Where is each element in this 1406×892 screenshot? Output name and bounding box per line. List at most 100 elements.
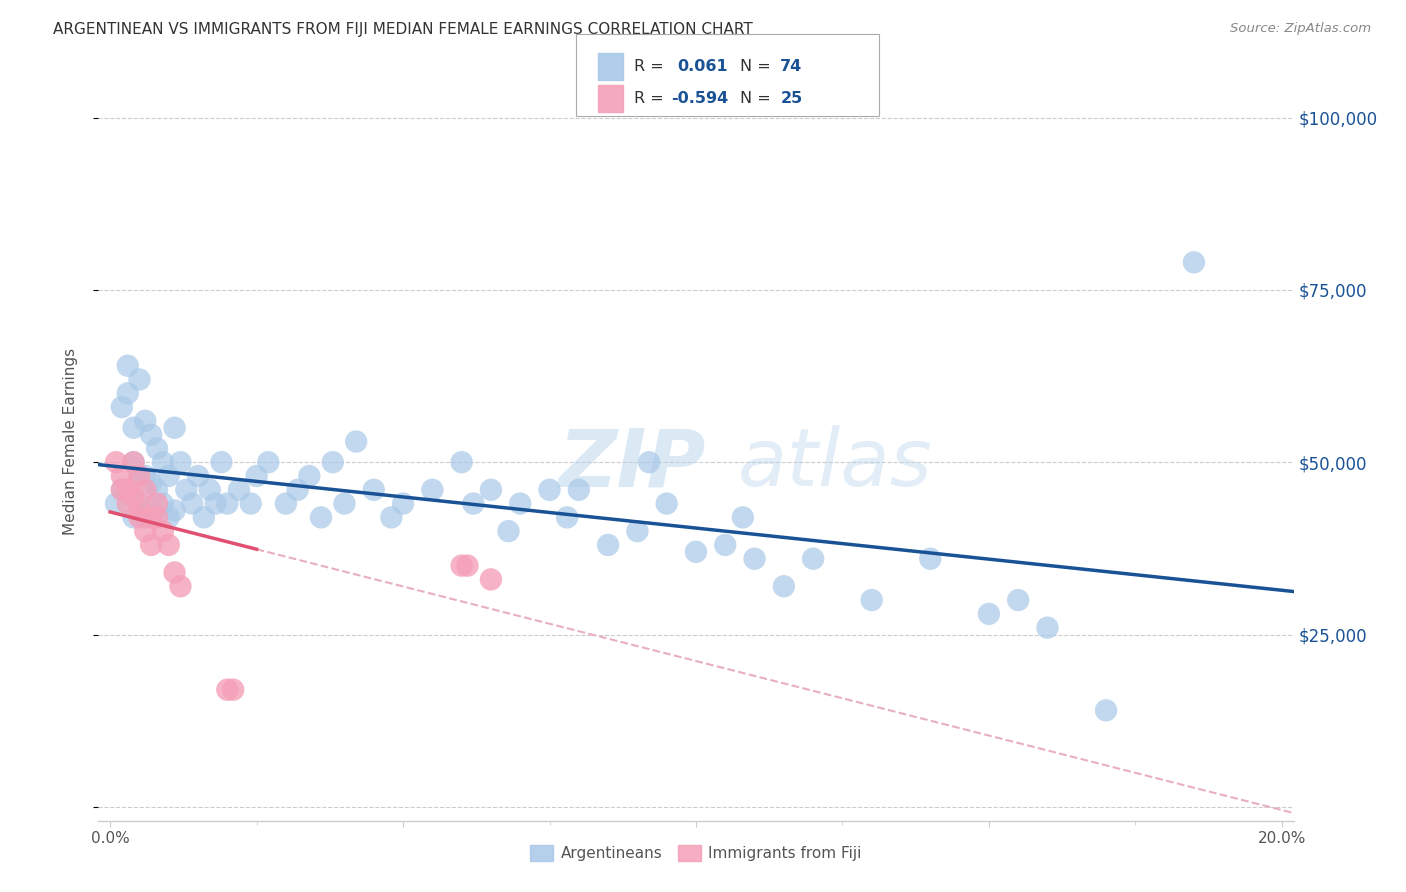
Point: [363, 483, 385, 497]
Point: [157, 469, 180, 483]
Text: R =: R =: [634, 59, 669, 74]
Point: [655, 497, 678, 511]
Point: [538, 483, 561, 497]
Point: [274, 497, 297, 511]
Point: [187, 469, 209, 483]
Point: [157, 510, 180, 524]
Point: [1036, 621, 1059, 635]
Point: [1182, 255, 1205, 269]
Point: [181, 497, 204, 511]
Point: [198, 483, 221, 497]
Point: [246, 469, 269, 483]
Point: [117, 483, 139, 497]
Point: [152, 497, 174, 511]
Point: [174, 483, 197, 497]
Point: [141, 427, 163, 442]
Point: [450, 558, 472, 573]
Point: [422, 483, 444, 497]
Point: [380, 510, 402, 524]
Point: [211, 455, 233, 469]
Point: [568, 483, 591, 497]
Point: [111, 469, 134, 483]
Point: [163, 566, 186, 580]
Point: [509, 497, 531, 511]
Point: [122, 510, 145, 524]
Point: [111, 483, 134, 497]
Point: [456, 558, 478, 573]
Point: [128, 469, 150, 483]
Point: [322, 455, 344, 469]
Y-axis label: Median Female Earnings: Median Female Earnings: [63, 348, 77, 535]
Point: [134, 510, 156, 524]
Point: [920, 551, 942, 566]
Point: [479, 573, 502, 587]
Point: [555, 510, 578, 524]
Text: R =: R =: [634, 91, 669, 106]
Point: [146, 510, 169, 524]
Point: [163, 503, 186, 517]
Text: -0.594: -0.594: [671, 91, 728, 106]
Point: [450, 455, 472, 469]
Point: [128, 497, 150, 511]
Point: [141, 475, 163, 490]
Text: 0.061: 0.061: [678, 59, 728, 74]
Point: [128, 372, 150, 386]
Point: [598, 538, 620, 552]
Point: [134, 469, 156, 483]
Point: [128, 510, 150, 524]
Point: [392, 497, 415, 511]
Point: [860, 593, 883, 607]
Point: [169, 579, 191, 593]
Point: [105, 497, 128, 511]
Point: [1007, 593, 1029, 607]
Point: [122, 490, 145, 504]
Text: N =: N =: [740, 59, 776, 74]
Point: [731, 510, 754, 524]
Point: [128, 503, 150, 517]
Point: [626, 524, 648, 538]
Point: [228, 483, 250, 497]
Text: ARGENTINEAN VS IMMIGRANTS FROM FIJI MEDIAN FEMALE EARNINGS CORRELATION CHART: ARGENTINEAN VS IMMIGRANTS FROM FIJI MEDI…: [53, 22, 754, 37]
Point: [977, 607, 1000, 621]
Point: [152, 455, 174, 469]
Point: [152, 524, 174, 538]
Point: [333, 497, 356, 511]
Point: [134, 483, 156, 497]
Point: [638, 455, 661, 469]
Text: N =: N =: [740, 91, 776, 106]
Point: [801, 551, 824, 566]
Point: [193, 510, 215, 524]
Point: [105, 455, 128, 469]
Point: [344, 434, 367, 449]
Point: [141, 510, 163, 524]
Point: [169, 455, 191, 469]
Point: [498, 524, 520, 538]
Point: [163, 421, 186, 435]
Point: [122, 455, 145, 469]
Point: [309, 510, 332, 524]
Point: [146, 497, 169, 511]
Point: [204, 497, 226, 511]
Point: [222, 682, 245, 697]
Point: [117, 359, 139, 373]
Point: [463, 497, 485, 511]
Point: [128, 469, 150, 483]
Point: [134, 524, 156, 538]
Point: [287, 483, 309, 497]
Point: [117, 386, 139, 401]
Point: [714, 538, 737, 552]
Point: [134, 414, 156, 428]
Text: Source: ZipAtlas.com: Source: ZipAtlas.com: [1230, 22, 1371, 36]
Point: [111, 400, 134, 414]
Text: atlas: atlas: [738, 425, 932, 503]
Point: [146, 483, 169, 497]
Text: ZIP: ZIP: [558, 425, 706, 503]
Point: [141, 503, 163, 517]
Point: [157, 538, 180, 552]
Point: [257, 455, 280, 469]
Point: [217, 497, 239, 511]
Point: [141, 538, 163, 552]
Point: [217, 682, 239, 697]
Point: [239, 497, 262, 511]
Point: [122, 421, 145, 435]
